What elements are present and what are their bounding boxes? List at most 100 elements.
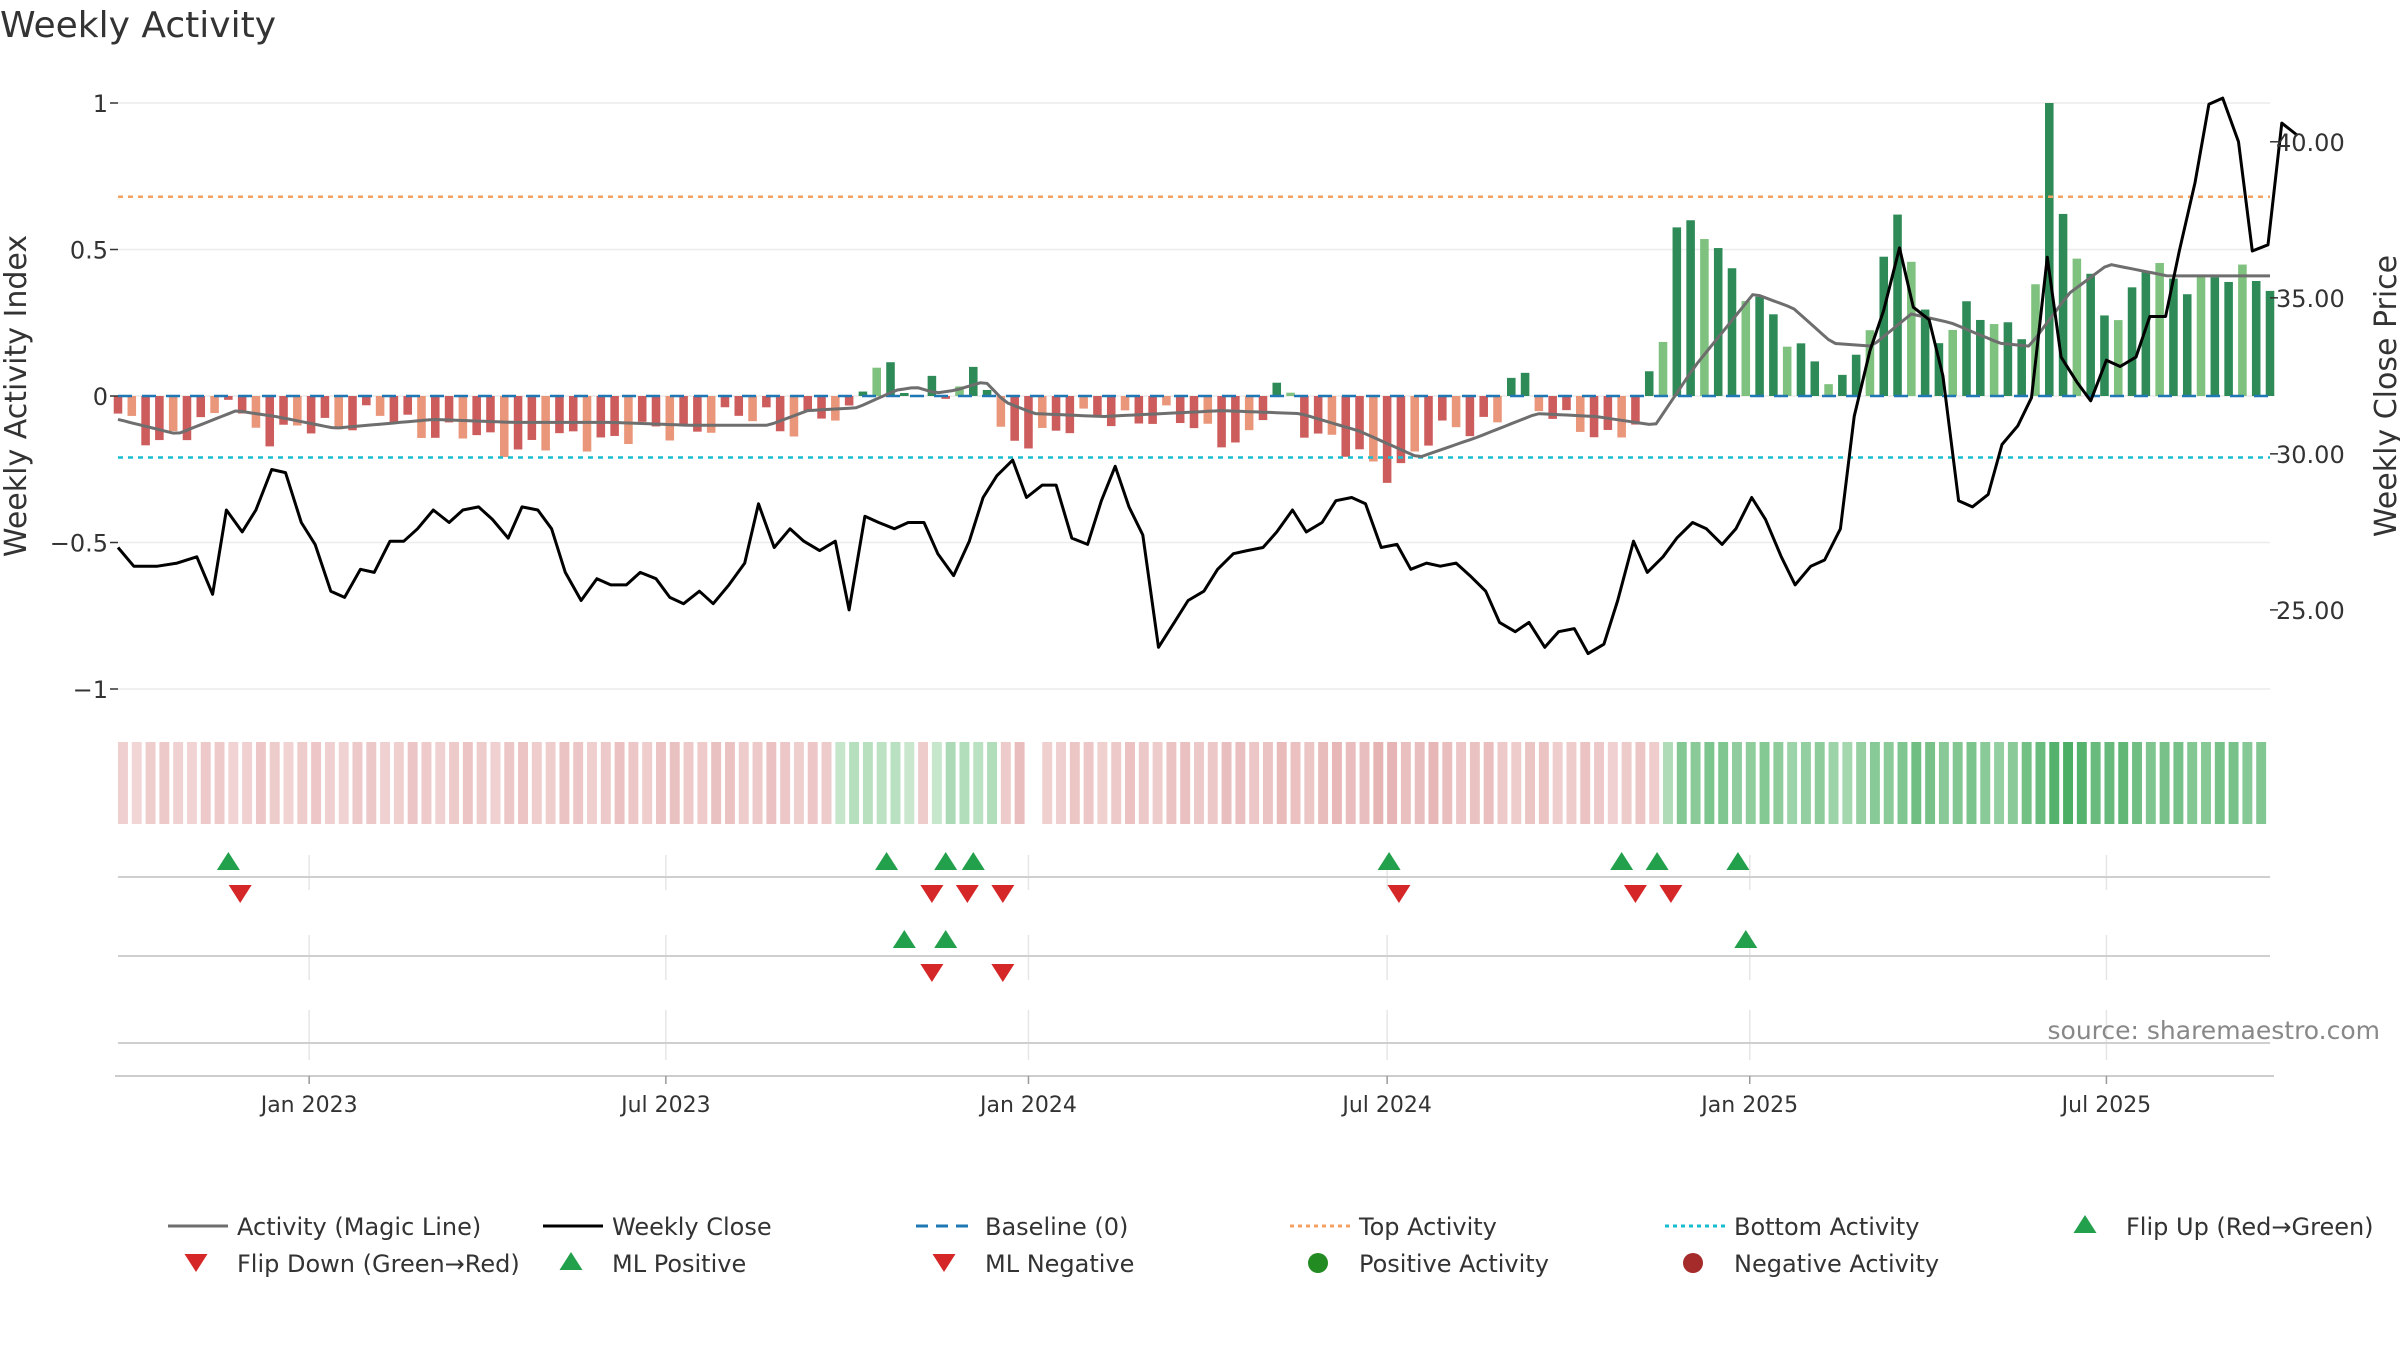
activity-bar [1300, 396, 1309, 438]
strip-cell [1125, 742, 1135, 824]
x-axis: Jan 2023 Jul 2023 Jan 2024 Jul 2024 Jan 2025… [115, 1075, 2274, 1118]
up-marker [216, 852, 240, 870]
strip-cell [780, 742, 791, 824]
strip-cell [2132, 742, 2142, 824]
activity-bar [844, 396, 854, 406]
strip-cell [1456, 742, 1467, 824]
strip-cell [545, 742, 556, 824]
strip-cell [421, 742, 432, 824]
strip-cell [973, 742, 984, 824]
legend-swatch [2073, 1215, 2097, 1233]
strip-cell [1166, 742, 1177, 824]
strip-cell [1856, 742, 1867, 824]
strip-cell [338, 742, 349, 824]
activity-bar [1686, 220, 1695, 396]
strip-cell [1883, 742, 1894, 824]
legend-entry: Flip Up (Red→Green) [2073, 1213, 2374, 1241]
strip-cell [876, 742, 887, 824]
legend-label: Weekly Close [612, 1213, 772, 1241]
activity-bar [927, 375, 937, 396]
strip-cell [1897, 742, 1908, 824]
legend: Activity (Magic Line) Weekly Close Baselin… [168, 1213, 2374, 1278]
strip-cell [2021, 742, 2032, 824]
activity-bar [2058, 213, 2068, 396]
activity-bar [2045, 103, 2054, 396]
activity-bar [1782, 346, 1792, 396]
activity-bar [1562, 396, 1571, 411]
strip-cell [1428, 742, 1439, 824]
x-tick-label: Jan 2024 [978, 1093, 1077, 1118]
strip-cell [2035, 742, 2046, 824]
strip-cell [931, 742, 942, 824]
activity-bar [210, 396, 219, 414]
activity-bar [706, 396, 716, 433]
activity-bar [2224, 281, 2233, 396]
strip-cell [1111, 742, 1122, 824]
activity-bar [293, 396, 302, 426]
right-tick-label: 40.00 [2276, 129, 2345, 157]
activity-bar [2265, 290, 2275, 396]
up-marker [934, 930, 958, 948]
strip-cell [186, 742, 197, 824]
strip-cell [1566, 742, 1577, 824]
strip-cell [1966, 742, 1977, 824]
strip-cell [628, 742, 639, 824]
activity-bar [127, 396, 137, 416]
legend-label: ML Negative [985, 1250, 1134, 1278]
activity-bar [348, 396, 357, 431]
activity-bar [748, 396, 757, 422]
strip-cell [862, 742, 873, 824]
strip-cell [849, 742, 860, 824]
strip-cell [752, 742, 763, 824]
activity-bar [1769, 314, 1778, 396]
up-marker [875, 852, 899, 870]
activity-bar [458, 396, 468, 439]
weekly-close-line [116, 96, 2299, 656]
strip-cell [821, 742, 832, 824]
strip-cell [1207, 742, 1218, 824]
activity-bar [637, 396, 647, 422]
strip-cell [2145, 742, 2156, 824]
strip-cell [476, 742, 487, 824]
activity-bar [1934, 343, 1944, 396]
down-marker [920, 885, 944, 903]
legend-label: Top Activity [1358, 1213, 1497, 1241]
up-marker [934, 852, 958, 870]
activity-bar [1644, 371, 1654, 396]
activity-bar [1148, 396, 1157, 424]
flip-markers [118, 852, 2270, 1044]
strip-cell [311, 742, 322, 824]
strip-cell [656, 742, 666, 824]
legend-label: Flip Up (Red→Green) [2126, 1213, 2374, 1241]
strip-cell [214, 742, 225, 824]
activity-bar [555, 396, 564, 434]
activity-bar [1120, 396, 1130, 411]
strip-cell [2118, 742, 2129, 824]
strip-cell [573, 742, 584, 824]
strip-cell [242, 742, 253, 824]
strip-cell [518, 742, 528, 824]
activity-bar [2141, 272, 2151, 396]
strip-cell [1194, 742, 1204, 824]
activity-bar [362, 396, 371, 406]
strip-cell [2228, 742, 2239, 824]
activity-bar [1106, 396, 1116, 427]
activity-bar [113, 396, 123, 414]
activity-bar [2072, 258, 2082, 396]
strip-cell [393, 742, 404, 824]
activity-bar [803, 396, 813, 412]
strip-cell [1525, 742, 1536, 824]
strip-cell [380, 742, 391, 824]
activity-bar [568, 396, 578, 432]
strip-cell [959, 742, 970, 824]
up-marker [1377, 852, 1401, 870]
strip-cell [1083, 742, 1094, 824]
legend-label: Negative Activity [1734, 1250, 1939, 1278]
activity-bar [1369, 396, 1378, 462]
strip-cell [1607, 742, 1618, 824]
activity-bar [1893, 214, 1902, 396]
left-axis-label: Weekly Activity Index [0, 235, 34, 557]
strip-cell [738, 742, 749, 824]
strip-cell [1014, 742, 1025, 824]
activity-bar [941, 396, 950, 399]
